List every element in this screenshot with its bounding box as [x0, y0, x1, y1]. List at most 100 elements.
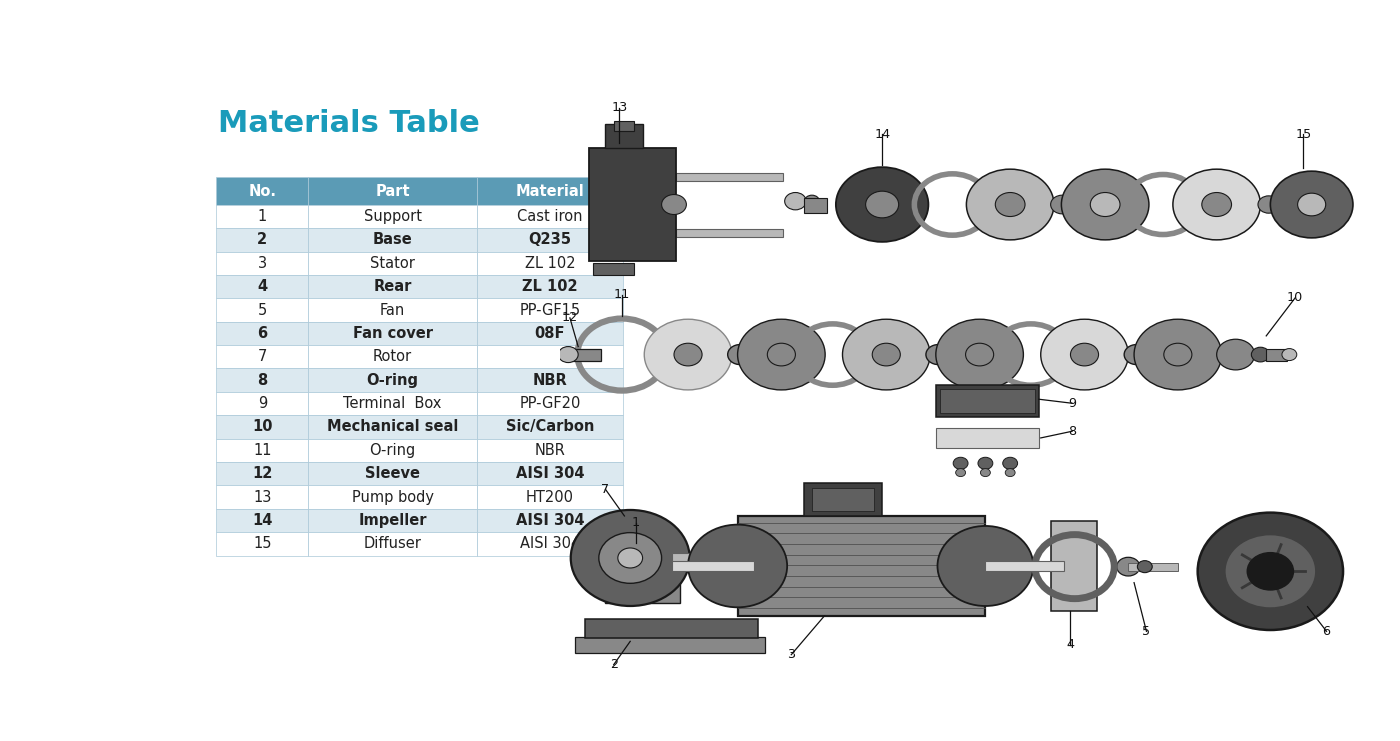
Text: 12: 12: [561, 311, 578, 325]
Bar: [935, 385, 1039, 416]
Ellipse shape: [644, 319, 732, 390]
Text: 15: 15: [1295, 128, 1312, 141]
FancyBboxPatch shape: [216, 462, 308, 485]
Ellipse shape: [1270, 171, 1352, 238]
Ellipse shape: [836, 167, 928, 242]
Bar: [585, 619, 759, 638]
FancyBboxPatch shape: [216, 251, 308, 275]
Text: Fan cover: Fan cover: [353, 326, 433, 341]
Text: 13: 13: [612, 102, 627, 114]
Ellipse shape: [1071, 343, 1099, 366]
Ellipse shape: [805, 195, 819, 207]
Bar: [575, 637, 764, 654]
FancyBboxPatch shape: [476, 462, 623, 485]
FancyBboxPatch shape: [308, 462, 476, 485]
Ellipse shape: [938, 526, 1033, 606]
Text: 3: 3: [258, 256, 267, 270]
FancyBboxPatch shape: [216, 345, 308, 368]
Text: 6: 6: [258, 326, 267, 341]
Ellipse shape: [935, 319, 1023, 390]
Ellipse shape: [617, 548, 643, 568]
Bar: [605, 124, 643, 147]
FancyBboxPatch shape: [476, 345, 623, 368]
Text: 3: 3: [787, 648, 795, 661]
Bar: [570, 348, 602, 361]
FancyBboxPatch shape: [216, 205, 308, 228]
FancyBboxPatch shape: [308, 439, 476, 462]
FancyBboxPatch shape: [216, 228, 308, 251]
FancyBboxPatch shape: [216, 415, 308, 439]
FancyBboxPatch shape: [308, 509, 476, 532]
Bar: [594, 262, 634, 274]
FancyBboxPatch shape: [216, 177, 308, 205]
Text: ZL 102: ZL 102: [525, 256, 575, 270]
Ellipse shape: [559, 347, 578, 362]
Bar: [613, 121, 634, 131]
FancyBboxPatch shape: [476, 275, 623, 299]
Text: 4: 4: [258, 279, 267, 294]
Ellipse shape: [1091, 193, 1120, 216]
FancyBboxPatch shape: [308, 532, 476, 556]
Text: No.: No.: [248, 184, 276, 199]
Text: Rear: Rear: [374, 279, 412, 294]
Bar: [1128, 562, 1177, 571]
Ellipse shape: [673, 343, 701, 366]
Ellipse shape: [843, 319, 930, 390]
Bar: [986, 562, 1064, 571]
Text: Base: Base: [372, 233, 413, 247]
FancyBboxPatch shape: [476, 509, 623, 532]
Text: 15: 15: [253, 536, 272, 551]
Ellipse shape: [980, 468, 990, 476]
Text: 14: 14: [252, 513, 273, 528]
Text: Stator: Stator: [370, 256, 414, 270]
Bar: [672, 562, 755, 571]
FancyBboxPatch shape: [476, 177, 623, 205]
Text: AISI 304: AISI 304: [515, 466, 584, 481]
Ellipse shape: [865, 191, 899, 218]
Ellipse shape: [1163, 343, 1191, 366]
FancyBboxPatch shape: [216, 275, 308, 299]
FancyBboxPatch shape: [308, 205, 476, 228]
Bar: [1266, 348, 1287, 361]
FancyBboxPatch shape: [216, 368, 308, 392]
Ellipse shape: [738, 319, 825, 390]
Text: Diffuser: Diffuser: [364, 536, 421, 551]
Ellipse shape: [1247, 553, 1294, 590]
Text: Rotor: Rotor: [372, 349, 412, 365]
Text: 14: 14: [874, 128, 890, 141]
FancyBboxPatch shape: [216, 509, 308, 532]
Ellipse shape: [1201, 193, 1232, 216]
Ellipse shape: [1252, 348, 1270, 362]
Ellipse shape: [979, 457, 993, 469]
Bar: [812, 488, 874, 511]
FancyBboxPatch shape: [216, 299, 308, 322]
Ellipse shape: [767, 343, 795, 366]
Text: 2: 2: [258, 233, 267, 247]
Text: NBR: NBR: [532, 373, 567, 388]
Text: ZL 102: ZL 102: [522, 279, 578, 294]
Bar: [935, 428, 1039, 448]
FancyBboxPatch shape: [308, 392, 476, 415]
Text: Materials Table: Materials Table: [218, 109, 480, 138]
Text: 9: 9: [1068, 396, 1077, 410]
FancyBboxPatch shape: [216, 392, 308, 415]
Text: PP-GF20: PP-GF20: [519, 396, 581, 411]
Text: AISI 304: AISI 304: [519, 536, 580, 551]
Text: 5: 5: [1142, 625, 1151, 638]
FancyBboxPatch shape: [308, 322, 476, 345]
Text: Mechanical seal: Mechanical seal: [326, 419, 458, 434]
Bar: [804, 482, 882, 516]
Text: PP-GF15: PP-GF15: [519, 302, 581, 317]
FancyBboxPatch shape: [216, 485, 308, 509]
Ellipse shape: [1050, 195, 1074, 214]
FancyBboxPatch shape: [476, 532, 623, 556]
FancyBboxPatch shape: [476, 368, 623, 392]
FancyBboxPatch shape: [216, 322, 308, 345]
Ellipse shape: [1117, 557, 1140, 576]
Text: Q235: Q235: [528, 233, 571, 247]
Text: Impeller: Impeller: [358, 513, 427, 528]
Text: 9: 9: [258, 396, 267, 411]
Ellipse shape: [1225, 535, 1316, 608]
Ellipse shape: [1005, 468, 1015, 476]
Text: Support: Support: [364, 209, 421, 224]
